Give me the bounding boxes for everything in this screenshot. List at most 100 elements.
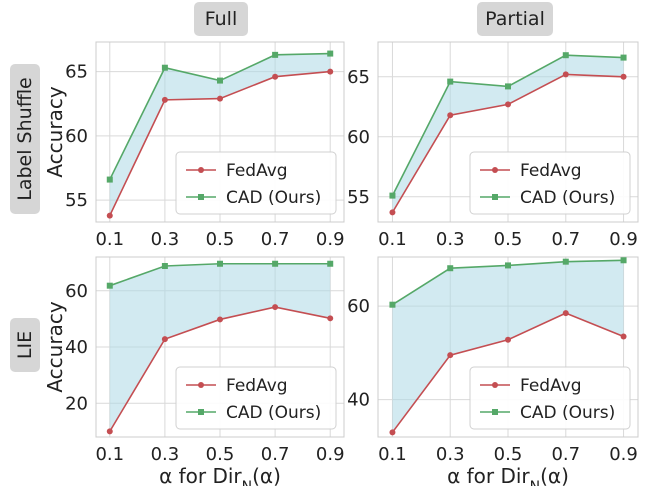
x-tick-label: 0.5 [206, 229, 235, 250]
x-tick-label: 0.5 [206, 444, 235, 465]
legend-entry-label: FedAvg [520, 161, 582, 181]
cad-point [327, 50, 334, 57]
x-tick-label: 0.7 [551, 444, 580, 465]
fedavg-point [327, 68, 334, 75]
row-header-lie: LIE [10, 318, 40, 372]
legend-swatch-marker [492, 409, 498, 415]
legend-entry-label: CAD (Ours) [226, 403, 321, 423]
gap-shading [392, 260, 624, 433]
chart-panel-3: 0.1 0.3 0.5 0.7 0.9 40 60 α for DirN(α) FedAvg CA… [347, 256, 639, 486]
fedavg-point [505, 101, 511, 108]
cad-point [447, 265, 454, 272]
fedavg-point [161, 336, 168, 343]
cad-point [389, 301, 396, 308]
column-header-partial: Partial [477, 2, 553, 36]
y-tick-label: 60 [65, 126, 88, 147]
fedavg-point [620, 333, 627, 340]
legend-entry-label: FedAvg [226, 161, 288, 181]
fedavg-point [327, 315, 334, 322]
legend-swatch-marker [492, 167, 498, 173]
y-tick-label: 20 [65, 393, 88, 414]
legend-swatch-marker [492, 382, 498, 388]
fedavg-point [562, 310, 569, 317]
x-tick-label: 0.1 [378, 444, 407, 465]
legend-entry-label: CAD (Ours) [226, 188, 321, 208]
plot-frame [377, 256, 639, 438]
x-tick-label: 0.9 [316, 444, 345, 465]
y-tick-label: 60 [347, 296, 370, 317]
legend-box [175, 151, 337, 215]
y-axis-label: Accuracy [43, 86, 67, 177]
x-tick-label: 0.9 [316, 229, 345, 250]
x-tick-label: 0.1 [378, 229, 407, 250]
legend: FedAvg CAD (Ours) [469, 366, 631, 430]
y-tick-label: 55 [347, 187, 370, 208]
chart-panel-1: 0.1 0.3 0.5 0.7 0.9 55 60 65 FedAvg CAD (Ours) [347, 41, 639, 250]
y-tick-label: 65 [347, 67, 370, 88]
fedavg-point [272, 73, 279, 80]
cad-point [505, 262, 511, 269]
x-tick-label: 0.3 [436, 229, 465, 250]
legend: FedAvg CAD (Ours) [175, 151, 337, 215]
legend-entry-label: CAD (Ours) [520, 403, 615, 423]
legend-entry-label: FedAvg [226, 376, 288, 396]
x-tick-label: 0.5 [494, 444, 523, 465]
fedavg-point [106, 428, 113, 435]
plot-frame [95, 41, 345, 223]
legend-swatch-marker [492, 194, 498, 200]
y-tick-label: 60 [65, 281, 88, 302]
x-tick-label: 0.3 [436, 444, 465, 465]
fedavg-point [217, 95, 223, 102]
fedavg-point [161, 96, 168, 103]
legend-entry-label: FedAvg [520, 376, 582, 396]
cad-point [272, 260, 279, 267]
legend-swatch-marker [198, 409, 204, 415]
cad-point [389, 192, 396, 199]
x-axis-label: α for DirN(α) [447, 464, 569, 486]
fedavg-point [217, 316, 223, 323]
cad-point [620, 54, 627, 61]
x-tick-label: 0.5 [494, 229, 523, 250]
chart-panel-0: 0.1 0.3 0.5 0.7 0.9 55 60 65 Accuracy FedAvg CAD (… [43, 41, 345, 250]
fedavg-point [389, 209, 396, 216]
x-tick-label: 0.3 [151, 444, 180, 465]
cad-point [620, 257, 627, 264]
y-axis-label: Accuracy [43, 301, 67, 392]
legend-entry-label: CAD (Ours) [520, 188, 615, 208]
row-header-label-shuffle: Label Shuffle [10, 64, 40, 214]
column-header-full-label: Full [204, 8, 238, 30]
cad-point [106, 176, 113, 183]
x-tick-label: 0.7 [261, 229, 290, 250]
cad-point [447, 78, 454, 85]
cad-point [562, 52, 569, 59]
cad-point [161, 64, 168, 71]
cad-point [562, 258, 569, 265]
cad-point [161, 263, 168, 269]
cad-point [327, 260, 334, 267]
x-tick-label: 0.7 [261, 444, 290, 465]
legend: FedAvg CAD (Ours) [175, 366, 337, 430]
fedavg-point [447, 112, 454, 119]
fedavg-point [562, 71, 569, 78]
cad-point [106, 282, 113, 289]
fedavg-point [272, 304, 279, 311]
plot-frame [95, 256, 345, 438]
legend-box [469, 151, 631, 215]
legend-box [175, 366, 337, 430]
y-tick-label: 40 [347, 390, 370, 411]
gap-shading [109, 53, 331, 216]
y-tick-label: 65 [65, 62, 88, 83]
fedavg-point [505, 336, 511, 343]
x-tick-label: 0.3 [151, 229, 180, 250]
legend-box [469, 366, 631, 430]
y-tick-label: 55 [65, 190, 88, 211]
cad-point [272, 51, 279, 58]
column-header-partial-label: Partial [485, 8, 545, 30]
cad-point [217, 77, 223, 84]
x-tick-label: 0.1 [95, 444, 124, 465]
legend-swatch-marker [198, 194, 204, 200]
x-tick-label: 0.1 [95, 229, 124, 250]
plot-frame [377, 41, 639, 223]
